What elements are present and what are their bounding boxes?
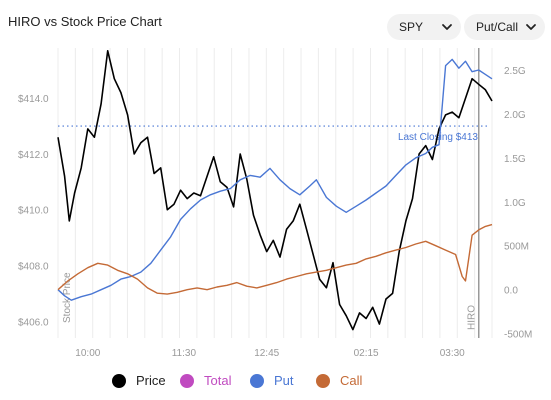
x-tick-label: 12:45 xyxy=(254,348,279,359)
legend-total-label: Total xyxy=(204,373,232,388)
y-left-tick-label: $414.0 xyxy=(18,94,49,105)
chart-title: HIRO vs Stock Price Chart xyxy=(8,14,162,29)
legend-item-total[interactable]: Total xyxy=(180,373,231,388)
legend-price-dot xyxy=(112,373,126,388)
price-hiro-chart[interactable]: 10:00 11:30 12:45 02:15 03:30 $406.0 $408.0 $41… xyxy=(0,0,551,360)
series-line-call xyxy=(57,223,493,295)
legend-total-dot xyxy=(180,373,194,388)
legend-call-label: Call xyxy=(340,373,363,388)
y-right-tick-label: 1.5G xyxy=(504,154,526,165)
legend-call-dot xyxy=(316,373,330,388)
symbol-select[interactable]: SPY xyxy=(387,14,461,40)
y-right-tick-label: 0.0 xyxy=(504,286,518,297)
symbol-select-value: SPY xyxy=(399,20,424,34)
x-tick-label: 11:30 xyxy=(172,348,197,359)
legend-put-label: Put xyxy=(274,373,294,388)
x-tick-label: 03:30 xyxy=(440,348,465,359)
y-right-tick-label: 2.0G xyxy=(504,110,526,121)
legend-price-label: Price xyxy=(136,373,166,388)
mode-select-value: Put/Call xyxy=(476,20,519,34)
chevron-down-icon xyxy=(442,24,452,30)
y-right-tick-label: 1.0G xyxy=(504,198,526,209)
series-line-put xyxy=(57,58,493,301)
y-right-tick-label: 2.5G xyxy=(504,66,526,77)
y-right-tick-label: -500M xyxy=(504,330,532,341)
y-left-tick-label: $408.0 xyxy=(18,262,49,273)
mode-select[interactable]: Put/Call xyxy=(464,14,545,40)
series-line-price xyxy=(57,49,493,331)
y-left-tick-label: $406.0 xyxy=(18,317,49,328)
legend-item-price[interactable]: Price xyxy=(112,373,166,388)
legend-item-put[interactable]: Put xyxy=(250,373,294,388)
last-closing-label: Last Closing $413 xyxy=(398,132,478,143)
legend-put-dot xyxy=(250,373,264,388)
y-left-tick-label: $412.0 xyxy=(18,150,49,161)
y-left-tick-label: $410.0 xyxy=(18,206,49,217)
y-right-tick-label: 500M xyxy=(504,242,529,253)
chevron-down-icon xyxy=(526,24,536,30)
x-tick-label: 10:00 xyxy=(75,348,100,359)
hiro-label: HIRO xyxy=(467,305,478,330)
x-tick-label: 02:15 xyxy=(354,348,379,359)
legend-item-call[interactable]: Call xyxy=(316,373,362,388)
